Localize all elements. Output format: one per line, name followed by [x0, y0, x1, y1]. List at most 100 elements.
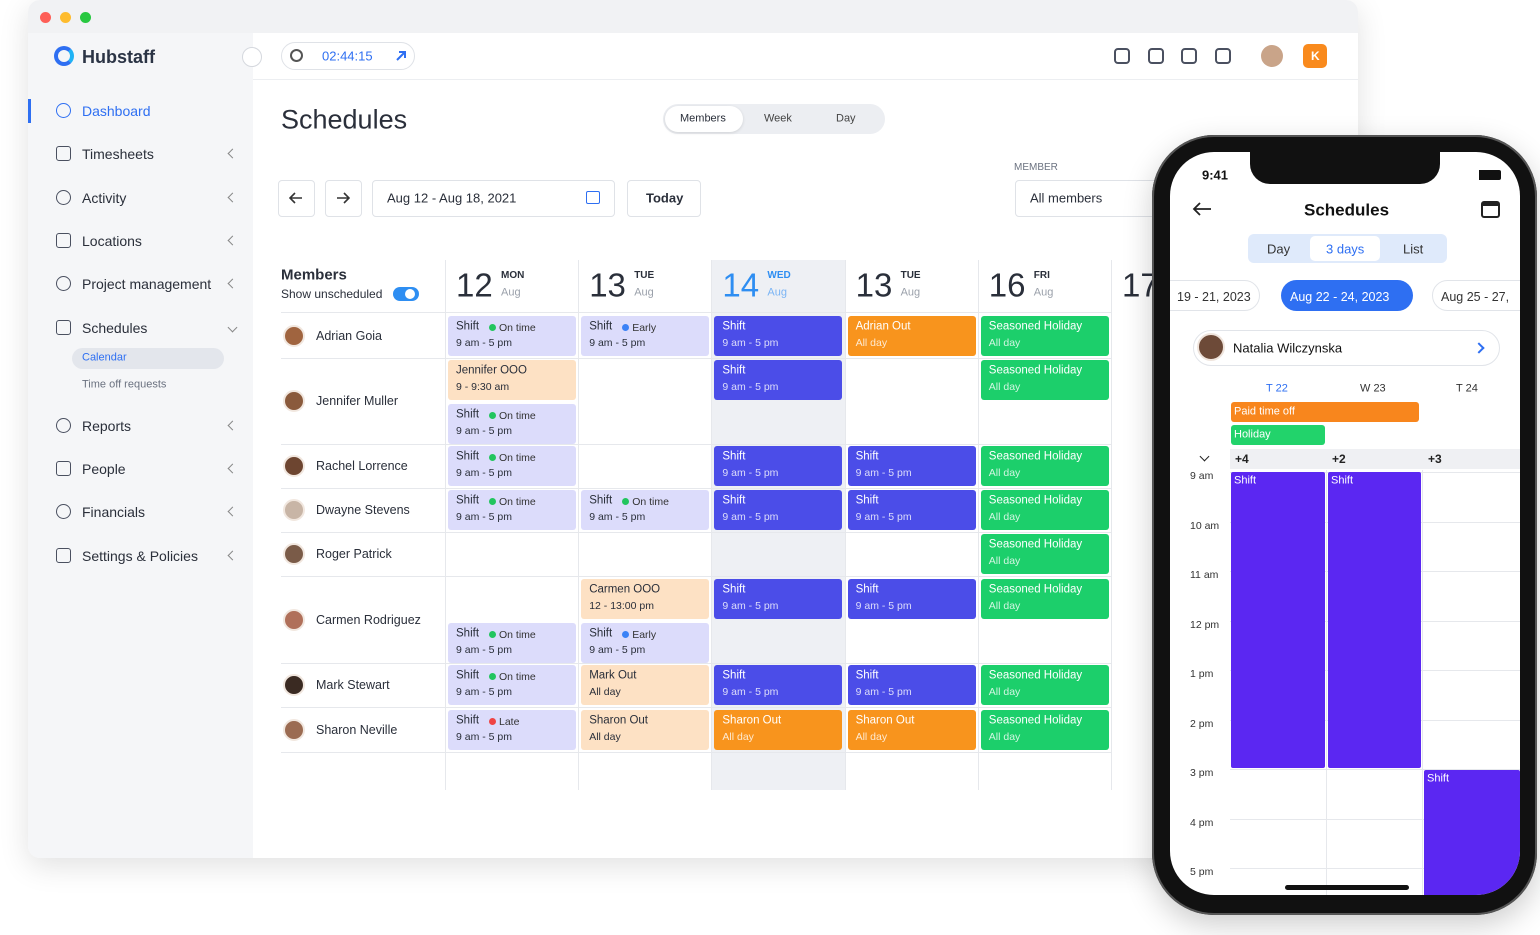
event-time: 9 am - 5 pm: [456, 643, 513, 656]
event-title: Mark Out: [589, 669, 637, 682]
view-tab[interactable]: Day: [836, 112, 856, 125]
hour-label: 9 am: [1190, 469, 1214, 482]
schedule-event[interactable]: [448, 665, 576, 705]
phone-shift[interactable]: [1328, 472, 1421, 768]
schedule-event[interactable]: [980, 710, 1109, 750]
phone-tab[interactable]: 3 days: [1326, 241, 1365, 257]
subnav-item[interactable]: Calendar: [82, 351, 127, 364]
nav-item[interactable]: Locations: [82, 233, 142, 249]
nav-icon: [56, 276, 71, 291]
view-tab[interactable]: Members: [680, 112, 726, 125]
toolbar-icon[interactable]: [1215, 48, 1231, 64]
schedule-event[interactable]: [714, 665, 843, 705]
schedule-event[interactable]: [980, 490, 1109, 530]
nav-item[interactable]: Financials: [82, 504, 146, 520]
schedule-event[interactable]: [714, 360, 843, 400]
event-time: 9 am - 5 pm: [456, 510, 513, 523]
schedule-event[interactable]: [448, 446, 576, 486]
schedule-event[interactable]: [448, 623, 576, 663]
nav-item[interactable]: Activity: [82, 190, 127, 206]
schedule-event[interactable]: [980, 360, 1109, 400]
event-title: Shift: [589, 627, 613, 640]
row-divider: [281, 358, 1111, 359]
schedule-event[interactable]: [581, 710, 710, 750]
schedule-event[interactable]: [847, 446, 976, 486]
logo-icon: [54, 46, 74, 66]
schedule-event[interactable]: [714, 579, 843, 619]
phone-shift[interactable]: [1424, 770, 1520, 895]
schedule-event[interactable]: [448, 490, 576, 530]
range-pill: [1281, 280, 1413, 311]
event-time: All day: [988, 730, 1021, 743]
collapse-button[interactable]: [242, 47, 262, 67]
phone-tab[interactable]: List: [1403, 241, 1424, 257]
nav-item[interactable]: Settings & Policies: [82, 548, 198, 564]
schedule-event[interactable]: [714, 446, 843, 486]
user-badge[interactable]: [1303, 44, 1327, 68]
nav-item[interactable]: People: [82, 461, 126, 477]
prev-button[interactable]: [278, 180, 315, 217]
schedule-event[interactable]: [980, 579, 1109, 619]
event-time: 12 - 13:00 pm: [589, 599, 654, 612]
day-weekday: TUE: [634, 270, 655, 281]
window-dot: [80, 12, 91, 23]
event-time: All day: [722, 730, 754, 743]
schedule-event[interactable]: [581, 490, 710, 530]
schedule-event[interactable]: [980, 316, 1109, 356]
schedule-event[interactable]: [714, 490, 843, 530]
active-indicator: [28, 99, 31, 123]
phone-title: Schedules: [1304, 200, 1390, 220]
today-button[interactable]: [627, 180, 701, 217]
date-range-box[interactable]: [372, 180, 615, 217]
toolbar-icon[interactable]: [1114, 48, 1130, 64]
view-tab[interactable]: Week: [764, 112, 792, 125]
status-dot: [489, 498, 496, 505]
next-button[interactable]: [325, 180, 362, 217]
timer-pill[interactable]: [281, 42, 415, 70]
schedule-event[interactable]: [847, 579, 976, 619]
event-time: 9 am - 5 pm: [722, 336, 779, 349]
today-label[interactable]: Today: [646, 190, 684, 206]
event-time: 9 am - 5 pm: [456, 466, 513, 479]
schedule-event[interactable]: [581, 665, 710, 705]
schedule-event[interactable]: [714, 710, 843, 750]
nav-item[interactable]: Reports: [82, 418, 132, 434]
subnav-item[interactable]: Time off requests: [82, 378, 167, 391]
status-time: 9:41: [1202, 167, 1229, 183]
phone-shift[interactable]: [1231, 472, 1325, 768]
schedule-event[interactable]: [581, 316, 710, 356]
schedule-event[interactable]: [448, 360, 576, 400]
schedule-event[interactable]: [714, 316, 843, 356]
schedule-event[interactable]: [847, 490, 976, 530]
calendar-icon[interactable]: [1481, 201, 1500, 218]
nav-item[interactable]: Project management: [82, 276, 212, 292]
toolbar-icon[interactable]: [1148, 48, 1164, 64]
schedule-event[interactable]: [847, 316, 976, 356]
member-name: Adrian Goia: [316, 328, 383, 343]
nav-item[interactable]: Dashboard: [82, 103, 151, 119]
schedule-event[interactable]: [448, 404, 576, 444]
date-range[interactable]: 19 - 21, 2023: [1177, 289, 1251, 304]
schedule-event[interactable]: [847, 665, 976, 705]
collapse-chevron: [1199, 451, 1210, 462]
event-title: Shift: [855, 450, 879, 463]
schedule-event[interactable]: [980, 665, 1109, 705]
user-avatar[interactable]: [1261, 45, 1283, 67]
schedule-event[interactable]: [581, 623, 710, 663]
back-icon[interactable]: [1192, 202, 1212, 216]
nav-item[interactable]: Schedules: [82, 320, 148, 336]
phone-tab[interactable]: Day: [1267, 241, 1291, 257]
date-range[interactable]: Aug 25 - 27,: [1441, 289, 1510, 304]
member-card[interactable]: [1193, 330, 1500, 366]
toolbar-icon[interactable]: [1181, 48, 1197, 64]
schedule-event[interactable]: [847, 710, 976, 750]
schedule-event[interactable]: [448, 710, 576, 750]
schedule-event[interactable]: [581, 579, 710, 619]
day-header: W 23: [1360, 382, 1386, 395]
open-icon: [396, 51, 406, 61]
nav-item[interactable]: Timesheets: [82, 146, 154, 162]
schedule-event[interactable]: [980, 534, 1109, 574]
date-range[interactable]: Aug 22 - 24, 2023: [1290, 289, 1390, 304]
schedule-event[interactable]: [448, 316, 576, 356]
schedule-event[interactable]: [980, 446, 1109, 486]
